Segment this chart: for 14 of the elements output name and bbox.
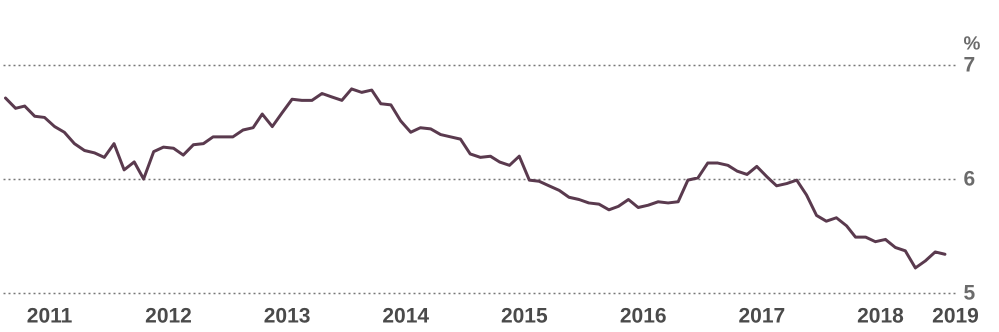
x-tick-label: 2013 [264, 304, 310, 328]
y-axis-title: % [964, 34, 980, 54]
x-tick-label: 2014 [382, 304, 430, 328]
x-tick-label: 2011 [26, 304, 73, 328]
x-tick-label: 2015 [500, 304, 548, 328]
x-tick-label: 2019 [932, 304, 979, 328]
x-tick-label: 2012 [145, 304, 192, 328]
x-tick-label: 2017 [738, 304, 786, 328]
x-tick-label: 2016 [620, 304, 667, 328]
y-tick-label: 7 [964, 54, 976, 76]
y-tick-label: 6 [964, 168, 976, 190]
line-series [4, 87, 946, 270]
x-tick-label: 2018 [857, 304, 904, 328]
y-tick-label: 5 [964, 282, 976, 304]
